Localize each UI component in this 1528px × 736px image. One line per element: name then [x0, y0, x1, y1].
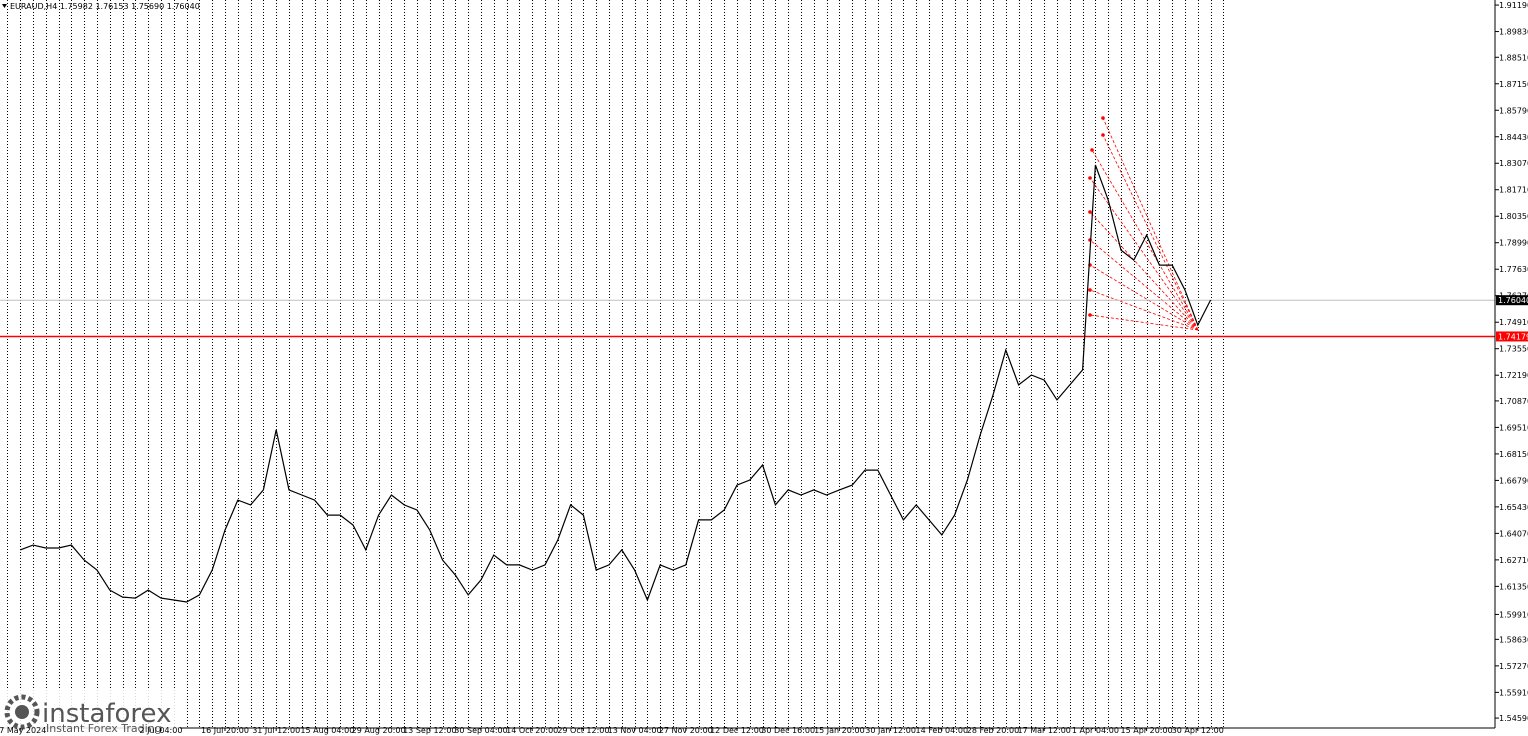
y-tick-label: 1.77630	[1499, 265, 1528, 274]
y-tick-label: 1.57270	[1499, 662, 1528, 671]
x-tick-label: 15 Apr 20:00	[1121, 726, 1173, 735]
x-tick-label: 30 Dec 16:00	[761, 726, 815, 735]
current-price-label: 1.76040	[1498, 296, 1528, 305]
fan-line	[1089, 264, 1199, 331]
y-tick-label: 1.64070	[1499, 529, 1528, 538]
plot	[0, 164, 1495, 603]
y-tick-label: 1.91190	[1499, 1, 1528, 10]
y-tick-label: 1.78990	[1499, 239, 1528, 248]
x-tick-label: 31 Jul 12:00	[252, 726, 300, 735]
x-tick-label: 28 Feb 20:00	[967, 726, 1019, 735]
y-tick-label: 1.66790	[1499, 476, 1528, 485]
y-tick-label: 1.85790	[1499, 106, 1528, 115]
x-tick-label: 30 Sep 04:00	[454, 726, 507, 735]
x-tick-label: 14 Oct 20:00	[506, 726, 558, 735]
fan-line	[1089, 289, 1199, 331]
level-label: 1.74179	[1498, 332, 1528, 341]
x-tick-label: 29 Oct 12:00	[557, 726, 609, 735]
y-tick-label: 1.83070	[1499, 159, 1528, 168]
y-tick-label: 1.74910	[1499, 318, 1528, 327]
x-tick-label: 13 Sep 12:00	[403, 726, 456, 735]
x-tick-label: 17 Mar 12:00	[1017, 726, 1070, 735]
y-tick-label: 1.70870	[1499, 397, 1528, 406]
y-tick-label: 1.65430	[1499, 503, 1528, 512]
y-tick-label: 1.61350	[1499, 582, 1528, 591]
y-tick-label: 1.62710	[1499, 556, 1528, 565]
fan-point	[1101, 133, 1105, 137]
y-tick-label: 1.68150	[1499, 450, 1528, 459]
y-tick-label: 1.54590	[1499, 714, 1528, 723]
x-tick-label: 17 May 2024	[0, 726, 46, 735]
x-tick-label: 30 Apr 12:00	[1172, 726, 1224, 735]
y-tick-label: 1.87150	[1499, 80, 1528, 89]
fan-point	[1088, 288, 1092, 292]
logo-hub	[15, 705, 29, 719]
logo-gear	[4, 694, 40, 730]
fan-line	[1089, 211, 1199, 331]
fan-lines	[1088, 116, 1199, 331]
x-tick-label: 1 Apr 04:00	[1072, 726, 1119, 735]
fan-point	[1088, 176, 1092, 180]
fan-point	[1101, 116, 1105, 120]
y-tick-label: 1.88510	[1499, 53, 1528, 62]
y-tick-label: 1.59910	[1499, 610, 1528, 619]
fan-line	[1089, 239, 1199, 331]
x-tick-label: 30 Jan 12:00	[865, 726, 916, 735]
fan-point	[1090, 148, 1094, 152]
fan-line	[1089, 314, 1199, 331]
y-tick-label: 1.72190	[1499, 371, 1528, 380]
logo-name: instaforex	[42, 699, 171, 729]
time-grid	[7, 0, 1224, 728]
x-tick-label: 12 Dec 12:00	[710, 726, 764, 735]
x-tick-label: 29 Aug 20:00	[352, 726, 406, 735]
y-tick-label: 1.69510	[1499, 423, 1528, 432]
y-tick-label: 1.84430	[1499, 133, 1528, 142]
x-tick-label: 15 Aug 04:00	[300, 726, 354, 735]
level-box	[1496, 331, 1528, 342]
fan-line	[1102, 134, 1199, 331]
x-tick-label: 16 Jul 20:00	[201, 726, 249, 735]
x-tick-label: 15 Jan 20:00	[814, 726, 865, 735]
y-tick-label: 1.58630	[1499, 635, 1528, 644]
fan-line	[1089, 177, 1199, 331]
price-line	[19, 164, 1212, 603]
y-tick-label: 1.81710	[1499, 186, 1528, 195]
x-tick-label: 2 Jul 04:00	[140, 726, 183, 735]
header-arrow	[2, 4, 7, 8]
y-tick-label: 1.89830	[1499, 28, 1528, 37]
logo: instaforex Instant Forex Trading	[0, 690, 180, 735]
current-price-box	[1496, 295, 1528, 306]
fan-point	[1088, 313, 1092, 317]
x-tick-label: 14 Feb 04:00	[916, 726, 968, 735]
y-tick-label: 1.55910	[1499, 688, 1528, 697]
y-tick-label: 1.73550	[1499, 345, 1528, 354]
y-tick-label: 1.80350	[1499, 212, 1528, 221]
x-tick-label: 27 Nov 20:00	[659, 726, 713, 735]
chart-header: EURAUD,H4 1.75982 1.76153 1.75690 1.7604…	[10, 2, 200, 11]
fan-line	[1102, 117, 1199, 331]
fan-point	[1088, 210, 1092, 214]
x-tick-label: 13 Nov 04:00	[608, 726, 662, 735]
logo-tagline: Instant Forex Trading	[46, 722, 162, 735]
